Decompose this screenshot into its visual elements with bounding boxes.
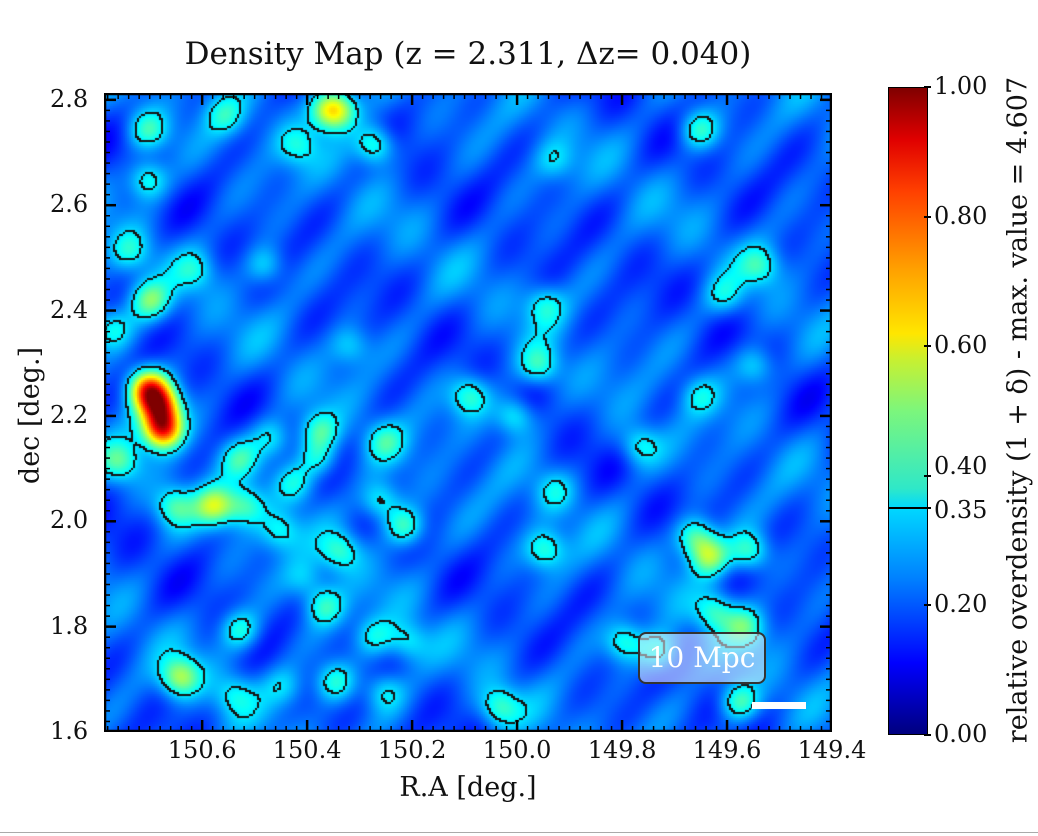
- x-tick-label: 150.4: [272, 736, 342, 764]
- y-tick-label: 2.0: [50, 506, 89, 535]
- colorbar-tick-label: 0.60: [934, 331, 988, 360]
- colorbar-tick-label: 0.00: [934, 720, 988, 748]
- colorbar-contour-line: [888, 507, 928, 510]
- x-axis-label: R.A [deg.]: [399, 772, 537, 803]
- y-tick-label: 1.8: [50, 611, 89, 640]
- colorbar-tick-label: 1.00: [934, 72, 988, 100]
- y-axis-label: dec [deg.]: [14, 346, 46, 485]
- colorbar-tick: [924, 345, 931, 348]
- colorbar-tick-label: 0.20: [934, 590, 988, 619]
- colorbar-tick: [924, 604, 931, 607]
- colorbar-tick: [924, 507, 931, 510]
- y-tick-label: 2.8: [50, 84, 89, 113]
- x-tick-label: 150.6: [167, 736, 237, 764]
- colorbar-tick: [924, 734, 931, 736]
- y-tick-label: 2.6: [50, 190, 89, 219]
- x-tick-label: 149.4: [797, 736, 867, 764]
- colorbar-tick-label: 0.80: [934, 201, 988, 230]
- colorbar-tick: [924, 474, 931, 477]
- scale-bar-label: 10 Mpc: [638, 632, 766, 684]
- density-map-plot: [104, 93, 832, 732]
- colorbar-tick: [924, 86, 931, 88]
- colorbar-label: relative overdensity (1 + δ) - max. valu…: [1002, 76, 1034, 744]
- y-tick-label: 2.2: [50, 400, 89, 429]
- colorbar-tick-label: 0.40: [934, 451, 988, 480]
- x-tick-label: 150.2: [377, 736, 447, 764]
- x-tick-label: 149.6: [692, 736, 762, 764]
- plot-frame: [104, 93, 832, 732]
- y-tick-label: 1.6: [50, 717, 89, 745]
- density-heatmap: [104, 93, 832, 732]
- scale-bar: [752, 702, 806, 709]
- plot-axes: [104, 93, 832, 732]
- colorbar-tick: [924, 215, 931, 218]
- x-tick-label: 150.0: [482, 736, 552, 764]
- x-tick-label: 149.8: [587, 736, 657, 764]
- y-tick-label: 2.4: [50, 295, 89, 324]
- divider: [0, 832, 1038, 833]
- colorbar-tick-label: 0.35: [934, 496, 988, 525]
- colorbar: [888, 87, 928, 735]
- chart-title: Density Map (z = 2.311, Δz= 0.040): [184, 36, 752, 72]
